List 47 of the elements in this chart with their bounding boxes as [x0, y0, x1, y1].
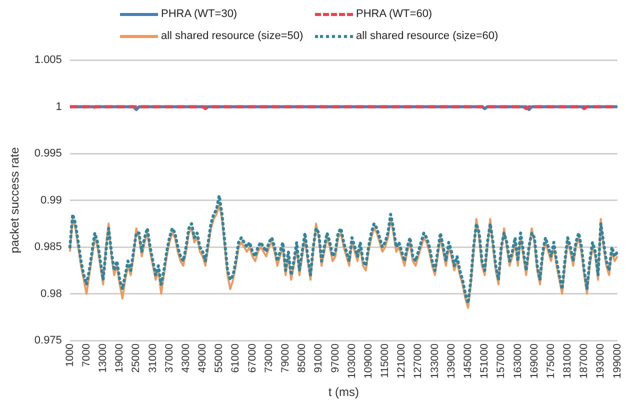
x-tick-label: 199000: [611, 343, 624, 379]
x-tick-label: 115000: [379, 343, 392, 378]
x-tick-label: 43000: [180, 343, 192, 373]
y-tick-label: 0.975: [34, 334, 62, 347]
x-tick-label: 55000: [213, 343, 226, 373]
x-tick-label: 37000: [163, 343, 176, 373]
x-tick-label: 109000: [362, 343, 374, 379]
y-tick-label: 0.99: [40, 194, 62, 206]
x-tick-label: 7000: [80, 343, 92, 367]
x-tick-label: 103000: [346, 343, 358, 379]
y-tick-label: 1: [56, 100, 62, 113]
x-tick-label: 31000: [146, 343, 159, 373]
y-axis-title: packet success rate: [8, 146, 22, 254]
legend-label: PHRA (WT=30): [161, 8, 238, 20]
x-tick-label: 133000: [428, 343, 441, 379]
x-tick-label: 187000: [578, 343, 590, 379]
x-tick-label: 193000: [594, 343, 607, 379]
x-tick-label: 145000: [462, 343, 474, 379]
x-tick-label: 73000: [262, 343, 275, 373]
x-tick-label: 49000: [196, 343, 209, 373]
legend-label: all shared resource (size=50): [161, 30, 304, 42]
x-tick-label: 127000: [412, 343, 424, 379]
x-tick-label: 91000: [312, 343, 325, 373]
x-tick-label: 157000: [495, 343, 508, 379]
x-tick-label: 1000: [64, 343, 76, 367]
y-tick-label: 0.98: [40, 288, 62, 300]
x-tick-label: 175000: [544, 343, 557, 379]
x-tick-label: 121000: [396, 343, 408, 379]
x-axis-title: t (ms): [328, 385, 359, 400]
x-tick-label: 13000: [97, 343, 109, 373]
x-tick-label: 61000: [230, 343, 242, 373]
x-tick-label: 79000: [279, 343, 292, 373]
x-tick-label: 85000: [296, 343, 308, 373]
y-tick-label: 0.985: [34, 241, 62, 254]
x-tick-label: 181000: [562, 343, 574, 379]
y-tick-label: 1.005: [34, 54, 62, 66]
x-tick-label: 97000: [329, 343, 342, 373]
x-tick-label: 163000: [512, 343, 524, 379]
x-tick-label: 19000: [114, 343, 126, 373]
x-tick-label: 151000: [478, 343, 491, 379]
x-tick-label: 25000: [130, 343, 142, 373]
legend-label: PHRA (WT=60): [356, 8, 432, 20]
x-tick-label: 67000: [246, 343, 258, 373]
x-tick-label: 169000: [528, 343, 540, 379]
legend-label: all shared resource (size=60): [356, 30, 498, 42]
x-tick-label: 139000: [445, 343, 458, 379]
y-tick-label: 0.995: [34, 148, 62, 160]
